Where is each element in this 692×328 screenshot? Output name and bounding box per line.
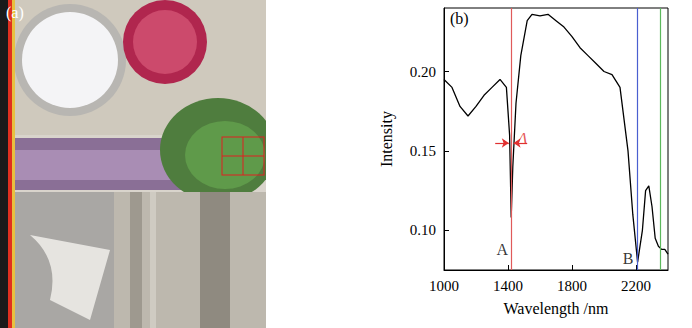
svg-text:2200: 2200 [621,278,651,294]
svg-text:B: B [623,250,634,267]
svg-text:1000: 1000 [429,278,459,294]
svg-text:A: A [497,241,509,258]
svg-text:1400: 1400 [493,278,523,294]
svg-text:0.15: 0.15 [410,143,436,159]
svg-text:Intensity: Intensity [378,111,396,167]
svg-text:Wavelength /nm: Wavelength /nm [504,300,609,318]
svg-text:(a): (a) [6,4,24,22]
svg-text:(b): (b) [450,10,469,28]
svg-text:0.10: 0.10 [410,222,436,238]
svg-text:1800: 1800 [557,278,587,294]
svg-text:Δ: Δ [517,130,527,147]
svg-text:0.20: 0.20 [410,64,436,80]
